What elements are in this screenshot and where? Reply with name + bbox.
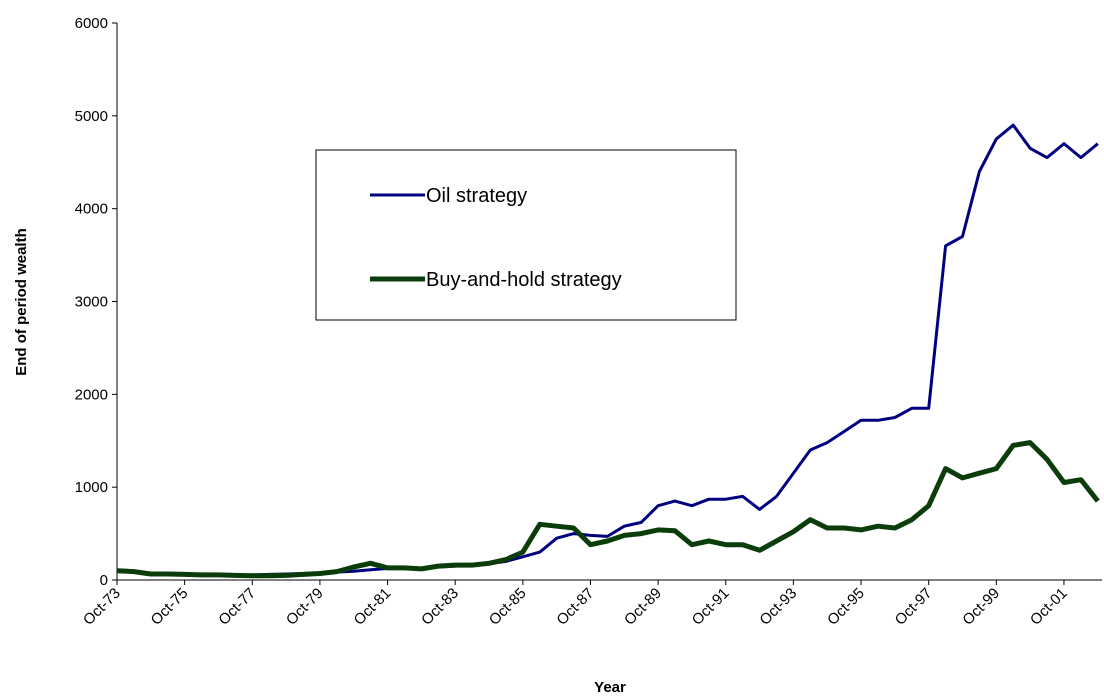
x-tick-label: Oct-75 (148, 585, 192, 629)
y-tick-label: 1000 (75, 479, 108, 496)
x-tick-label: Oct-99 (959, 585, 1003, 629)
x-tick-label: Oct-95 (824, 585, 868, 629)
x-tick-label: Oct-81 (351, 585, 395, 629)
x-tick-label: Oct-85 (486, 585, 530, 629)
x-tick-label: Oct-93 (756, 585, 800, 629)
x-tick-label: Oct-79 (283, 585, 327, 629)
x-tick-label: Oct-91 (689, 585, 733, 629)
y-tick-label: 4000 (75, 201, 108, 218)
x-tick-label: Oct-73 (80, 585, 124, 629)
y-tick-label: 3000 (75, 294, 108, 311)
x-tick-label: Oct-89 (621, 585, 665, 629)
y-axis-title: End of period wealth (13, 228, 30, 376)
y-tick-label: 0 (100, 572, 108, 589)
y-tick-label: 6000 (75, 15, 108, 32)
legend-label: Oil strategy (426, 185, 527, 207)
series-line (116, 440, 1100, 579)
x-tick-label: Oct-77 (215, 585, 259, 629)
legend-box (315, 149, 737, 321)
x-tick-label: Oct-01 (1027, 585, 1071, 629)
y-tick-label: 5000 (75, 108, 108, 125)
y-tick-label: 2000 (75, 386, 108, 403)
x-axis-title: Year (594, 679, 626, 696)
legend-label: Buy-and-hold strategy (426, 269, 622, 291)
x-tick-label: Oct-83 (418, 585, 462, 629)
x-tick-label: Oct-97 (892, 585, 936, 629)
x-tick-label: Oct-87 (553, 585, 597, 629)
